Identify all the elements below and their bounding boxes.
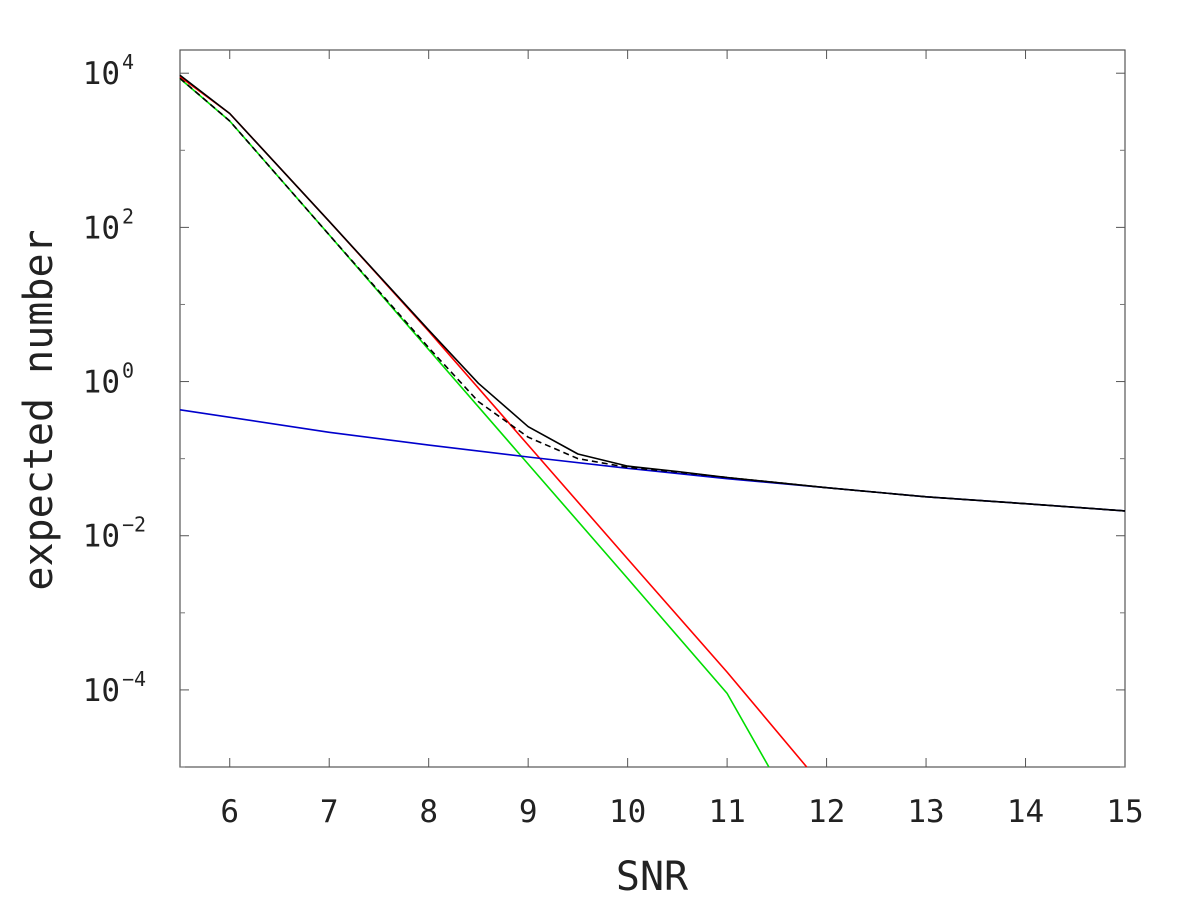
y-tick-exponent: 0 [122, 359, 134, 383]
x-tick-label: 11 [708, 794, 745, 830]
y-tick-exponent: 4 [122, 50, 134, 74]
x-tick-label: 14 [1007, 794, 1044, 830]
y-tick-exponent: −2 [122, 513, 146, 537]
x-tick-label: 6 [220, 794, 239, 830]
y-tick-label: 10 [83, 210, 120, 246]
y-tick-label: 10 [83, 673, 120, 709]
series-layer [179, 74, 1126, 768]
x-tick-label: 7 [320, 794, 339, 830]
series-line-0 [179, 76, 808, 768]
plot-frame [179, 49, 1126, 768]
series-line-2 [179, 409, 1126, 512]
x-tick-label: 15 [1106, 794, 1143, 830]
series-line-3 [179, 77, 1126, 512]
x-tick-label: 9 [519, 794, 538, 830]
x-axis-title: SNR [616, 854, 689, 900]
x-tick-label: 13 [907, 794, 944, 830]
y-tick-exponent: 2 [122, 204, 134, 228]
x-tick-label: 8 [419, 794, 438, 830]
y-axis-title: expected number [16, 229, 62, 590]
x-tick-label: 10 [609, 794, 646, 830]
y-tick-label: 10 [83, 56, 120, 92]
y-tick-exponent: −4 [122, 667, 146, 691]
y-tick-label: 10 [83, 519, 120, 555]
series-line-4 [179, 74, 1126, 512]
x-tick-label: 12 [808, 794, 845, 830]
y-tick-label: 10 [83, 365, 120, 401]
